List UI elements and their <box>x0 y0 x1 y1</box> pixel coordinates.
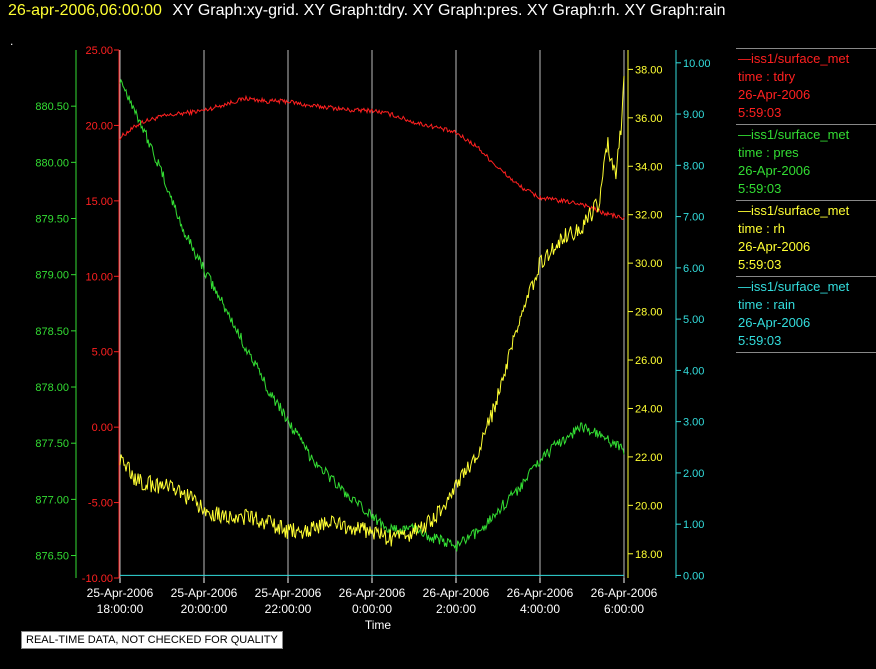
tdry-tick-label: 5.00 <box>92 347 113 359</box>
legend-var: time : pres <box>738 145 799 160</box>
rain-tick-label: 2.00 <box>683 468 704 480</box>
legend-date: 26-Apr-2006 <box>738 239 811 254</box>
pres-tick-label: 877.50 <box>35 438 69 450</box>
legend-var: time : tdry <box>738 69 796 84</box>
legend-name: —iss1/surface_met <box>738 203 850 218</box>
pres-tick-label: 876.50 <box>35 551 69 563</box>
x-axis-label: Time <box>365 618 392 632</box>
legend-time: 5:59:03 <box>738 257 782 272</box>
x-tick-label: 25-Apr-2006 <box>87 586 154 600</box>
rain-tick-label: 6.00 <box>683 263 704 275</box>
x-tick-label: 25-Apr-2006 <box>171 586 238 600</box>
x-tick-label: 20:00:00 <box>181 602 228 616</box>
x-tick-label: 26-Apr-2006 <box>591 586 658 600</box>
x-tick-label: 25-Apr-2006 <box>255 586 322 600</box>
tdry-tick-label: -5.00 <box>88 498 113 510</box>
rain-tick-label: 7.00 <box>683 212 704 224</box>
legend-time: 5:59:03 <box>738 105 782 120</box>
legend-name: —iss1/surface_met <box>738 279 850 294</box>
rain-tick-label: 3.00 <box>683 417 704 429</box>
pres-tick-label: 877.00 <box>35 494 69 506</box>
pres-tick-label: 880.00 <box>35 157 69 169</box>
rh-tick-label: 18.00 <box>635 549 663 561</box>
tdry-tick-label: 20.00 <box>85 120 113 132</box>
tdry-tick-label: 10.00 <box>85 271 113 283</box>
legend-var: time : rain <box>738 297 796 312</box>
legend-var: time : rh <box>738 221 785 236</box>
rh-tick-label: 28.00 <box>635 307 663 319</box>
legend-date: 26-Apr-2006 <box>738 163 811 178</box>
rh-tick-label: 36.00 <box>635 113 663 125</box>
chart-header: 26-apr-2006,06:00:00 XY Graph:xy-grid. X… <box>8 2 726 20</box>
rh-tick-label: 38.00 <box>635 64 663 76</box>
legend: —iss1/surface_met time : tdry 26-Apr-2006 5… <box>736 48 876 353</box>
quality-disclaimer: REAL-TIME DATA, NOT CHECKED FOR QUALITY <box>21 631 283 649</box>
pres-tick-label: 878.00 <box>35 382 69 394</box>
x-tick-label: 6:00:00 <box>604 602 644 616</box>
rain-tick-label: 1.00 <box>683 519 704 531</box>
legend-time: 5:59:03 <box>738 181 782 196</box>
pres-tick-label: 878.50 <box>35 326 69 338</box>
rh-tick-label: 24.00 <box>635 403 663 415</box>
series-tdry-line <box>119 94 625 220</box>
legend-name: —iss1/surface_met <box>738 127 850 142</box>
tdry-tick-label: 0.00 <box>92 422 113 434</box>
legend-time: 5:59:03 <box>738 333 782 348</box>
series-pres-line <box>119 78 625 552</box>
rain-tick-label: 5.00 <box>683 314 704 326</box>
legend-date: 26-Apr-2006 <box>738 315 811 330</box>
rh-tick-label: 32.00 <box>635 210 663 222</box>
x-tick-label: 26-Apr-2006 <box>507 586 574 600</box>
x-tick-label: 26-Apr-2006 <box>423 586 490 600</box>
pres-tick-label: 879.00 <box>35 270 69 282</box>
x-tick-label: 26-Apr-2006 <box>339 586 406 600</box>
rain-tick-label: 4.00 <box>683 365 704 377</box>
pres-tick-label: 879.50 <box>35 214 69 226</box>
rain-tick-label: 10.00 <box>683 58 711 70</box>
tdry-tick-label: -10.00 <box>82 573 113 585</box>
header-graph-titles: XY Graph:xy-grid. XY Graph:tdry. XY Grap… <box>172 2 726 19</box>
x-tick-label: 22:00:00 <box>265 602 312 616</box>
x-tick-label: 18:00:00 <box>97 602 144 616</box>
tdry-tick-label: 25.00 <box>85 45 113 57</box>
rh-tick-label: 20.00 <box>635 500 663 512</box>
tdry-tick-label: 15.00 <box>85 196 113 208</box>
rh-tick-label: 34.00 <box>635 161 663 173</box>
rain-tick-label: 9.00 <box>683 109 704 121</box>
x-tick-label: 2:00:00 <box>436 602 476 616</box>
rain-tick-label: 0.00 <box>683 570 704 582</box>
header-timestamp: 26-apr-2006,06:00:00 <box>8 2 162 19</box>
legend-name: —iss1/surface_met <box>738 51 850 66</box>
x-tick-label: 4:00:00 <box>520 602 560 616</box>
rh-tick-label: 30.00 <box>635 258 663 270</box>
rain-tick-label: 8.00 <box>683 160 704 172</box>
legend-date: 26-Apr-2006 <box>738 87 811 102</box>
rh-tick-label: 26.00 <box>635 355 663 367</box>
rh-tick-label: 22.00 <box>635 452 663 464</box>
x-tick-label: 0:00:00 <box>352 602 392 616</box>
series-rh-line <box>119 75 625 547</box>
header-dot: . <box>10 34 14 48</box>
pres-tick-label: 880.50 <box>35 101 69 113</box>
